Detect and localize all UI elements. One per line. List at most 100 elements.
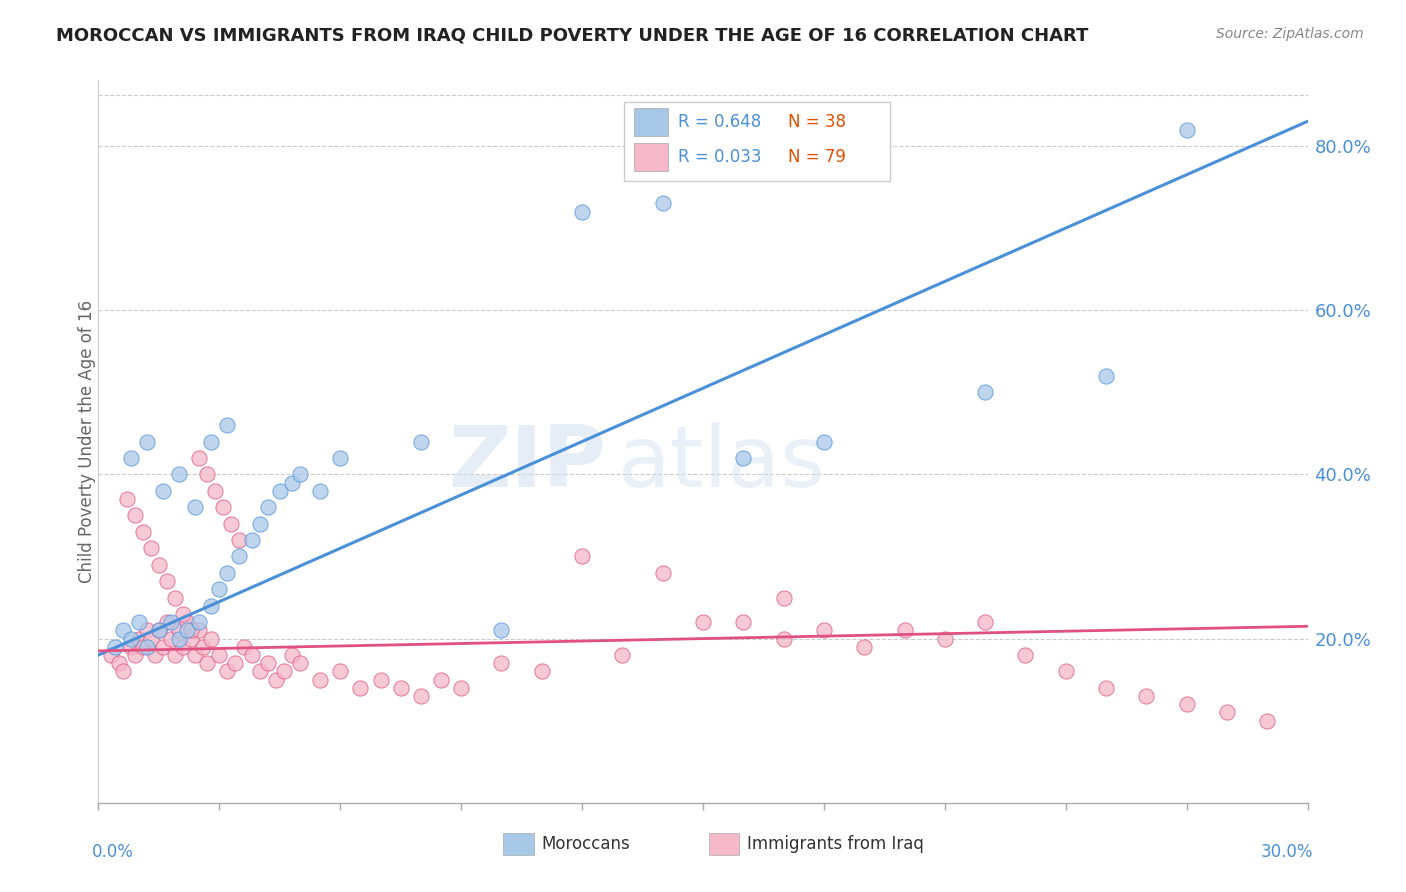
Point	[1175, 698, 1198, 712]
Point	[281, 648, 304, 662]
FancyBboxPatch shape	[634, 143, 668, 170]
Point	[115, 491, 138, 506]
Y-axis label: Child Poverty Under the Age of 16: Child Poverty Under the Age of 16	[79, 300, 96, 583]
Point	[329, 450, 352, 465]
Point	[813, 624, 835, 638]
Point	[1216, 706, 1239, 720]
Text: MOROCCAN VS IMMIGRANTS FROM IRAQ CHILD POVERTY UNDER THE AGE OF 16 CORRELATION C: MOROCCAN VS IMMIGRANTS FROM IRAQ CHILD P…	[56, 27, 1088, 45]
Text: 0.0%: 0.0%	[93, 843, 134, 861]
Point	[139, 632, 162, 646]
Point	[389, 681, 412, 695]
FancyBboxPatch shape	[503, 833, 534, 855]
Point	[200, 632, 222, 646]
Point	[111, 624, 134, 638]
Point	[217, 418, 239, 433]
Text: Immigrants from Iraq: Immigrants from Iraq	[747, 835, 924, 853]
Text: Moroccans: Moroccans	[541, 835, 630, 853]
Point	[148, 558, 170, 572]
Point	[733, 450, 755, 465]
Point	[152, 483, 174, 498]
Point	[124, 648, 146, 662]
Point	[409, 689, 432, 703]
Point	[132, 640, 155, 654]
Point	[571, 549, 593, 564]
Point	[100, 648, 122, 662]
Point	[491, 657, 513, 671]
Point	[212, 500, 235, 515]
Point	[409, 434, 432, 449]
Point	[188, 450, 211, 465]
Point	[135, 624, 157, 638]
Point	[1054, 665, 1077, 679]
Point	[329, 665, 352, 679]
Point	[167, 632, 190, 646]
Point	[240, 533, 263, 547]
Point	[249, 516, 271, 531]
Point	[148, 624, 170, 638]
Point	[273, 665, 295, 679]
Point	[256, 657, 278, 671]
Point	[692, 615, 714, 630]
Point	[934, 632, 956, 646]
Point	[139, 541, 162, 556]
Point	[249, 665, 271, 679]
Point	[167, 624, 190, 638]
Point	[195, 657, 218, 671]
Text: R = 0.648: R = 0.648	[678, 113, 761, 131]
Point	[217, 665, 239, 679]
Point	[733, 615, 755, 630]
FancyBboxPatch shape	[634, 109, 668, 136]
Point	[288, 657, 311, 671]
Point	[288, 467, 311, 482]
Point	[188, 624, 211, 638]
Point	[128, 615, 150, 630]
Point	[156, 615, 179, 630]
Text: Source: ZipAtlas.com: Source: ZipAtlas.com	[1216, 27, 1364, 41]
Point	[204, 483, 226, 498]
Point	[370, 673, 392, 687]
Point	[135, 434, 157, 449]
Point	[124, 508, 146, 523]
Point	[893, 624, 915, 638]
Point	[309, 483, 332, 498]
Point	[193, 640, 215, 654]
Point	[176, 624, 198, 638]
Point	[240, 648, 263, 662]
Point	[1095, 368, 1118, 383]
Text: ZIP: ZIP	[449, 422, 606, 505]
Point	[208, 582, 231, 597]
Point	[152, 640, 174, 654]
Point	[143, 648, 166, 662]
Point	[269, 483, 291, 498]
Point	[200, 599, 222, 613]
Point	[128, 632, 150, 646]
Point	[160, 615, 183, 630]
Point	[224, 657, 246, 671]
Point	[160, 632, 183, 646]
Point	[217, 566, 239, 580]
Point	[176, 615, 198, 630]
Point	[974, 615, 997, 630]
Point	[195, 467, 218, 482]
Point	[1095, 681, 1118, 695]
Point	[612, 648, 634, 662]
Point	[163, 648, 186, 662]
Point	[180, 632, 202, 646]
Point	[430, 673, 453, 687]
Point	[1135, 689, 1157, 703]
Point	[172, 640, 194, 654]
Point	[148, 624, 170, 638]
Point	[167, 467, 190, 482]
Point	[184, 648, 207, 662]
Point	[228, 549, 250, 564]
Point	[135, 640, 157, 654]
Point	[120, 450, 142, 465]
Point	[232, 640, 254, 654]
Point	[772, 591, 794, 605]
Point	[172, 607, 194, 621]
Point	[813, 434, 835, 449]
FancyBboxPatch shape	[709, 833, 740, 855]
Point	[132, 524, 155, 539]
Point	[228, 533, 250, 547]
Point	[200, 434, 222, 449]
